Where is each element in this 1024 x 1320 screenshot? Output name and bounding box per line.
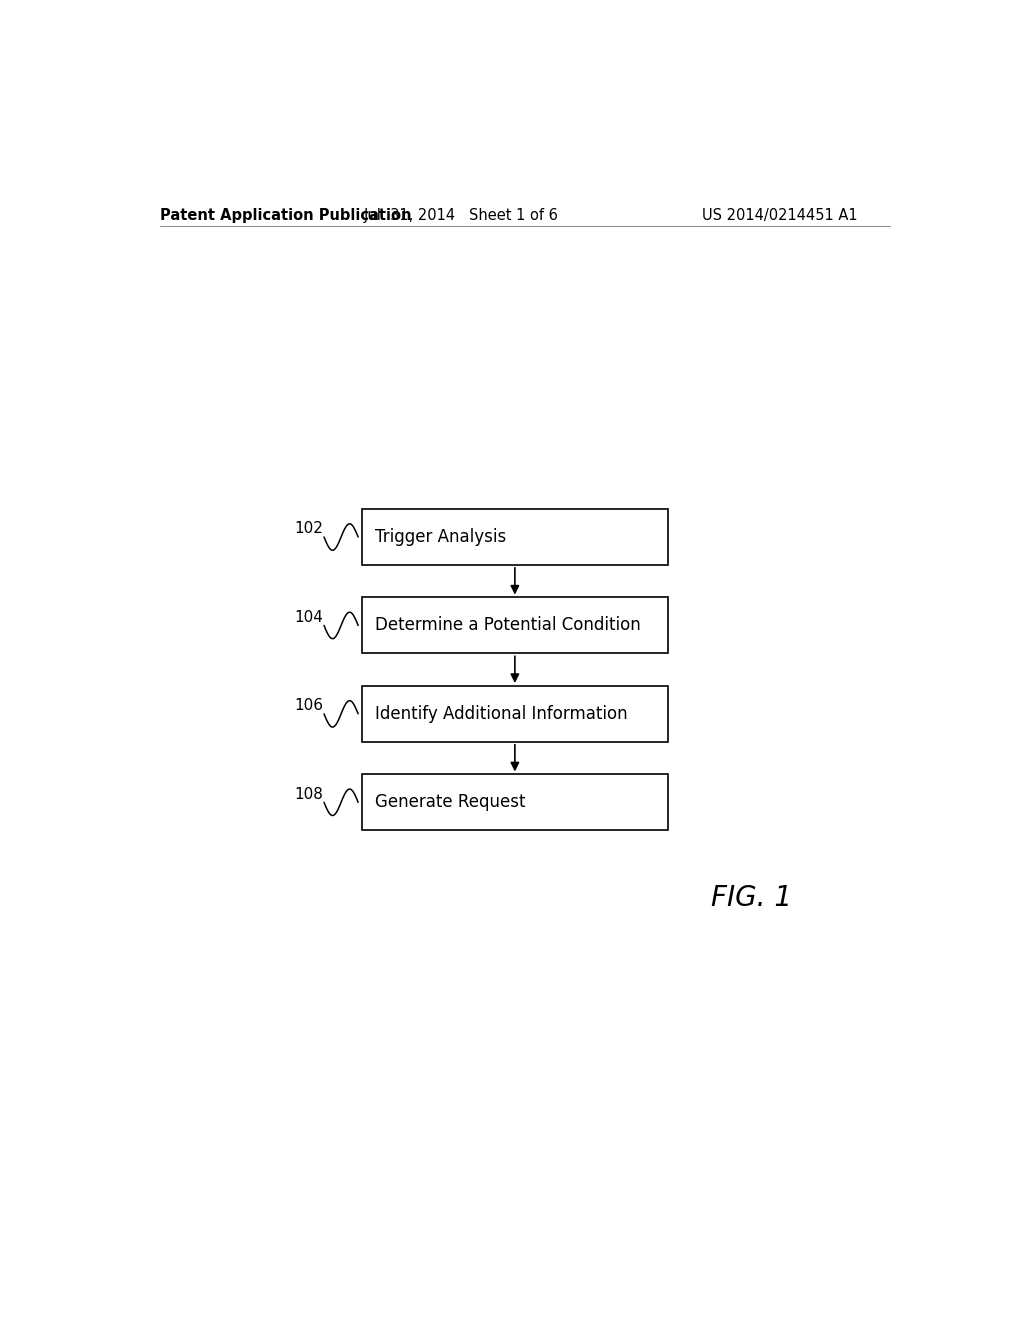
FancyBboxPatch shape <box>362 598 668 653</box>
Text: US 2014/0214451 A1: US 2014/0214451 A1 <box>702 207 858 223</box>
Text: 108: 108 <box>295 787 324 801</box>
Text: Determine a Potential Condition: Determine a Potential Condition <box>375 616 641 635</box>
Text: Patent Application Publication: Patent Application Publication <box>160 207 412 223</box>
Text: 104: 104 <box>295 610 324 624</box>
Text: Identify Additional Information: Identify Additional Information <box>375 705 628 723</box>
Text: Jul. 31, 2014   Sheet 1 of 6: Jul. 31, 2014 Sheet 1 of 6 <box>364 207 559 223</box>
Text: Trigger Analysis: Trigger Analysis <box>375 528 506 546</box>
Text: Generate Request: Generate Request <box>375 793 525 812</box>
FancyBboxPatch shape <box>362 510 668 565</box>
FancyBboxPatch shape <box>362 775 668 830</box>
Text: 106: 106 <box>295 698 324 713</box>
Text: FIG. 1: FIG. 1 <box>712 884 793 912</box>
FancyBboxPatch shape <box>362 686 668 742</box>
Text: 102: 102 <box>295 521 324 536</box>
